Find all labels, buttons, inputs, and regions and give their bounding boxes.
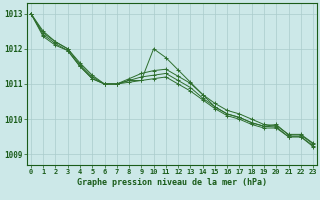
X-axis label: Graphe pression niveau de la mer (hPa): Graphe pression niveau de la mer (hPa) (77, 178, 267, 187)
